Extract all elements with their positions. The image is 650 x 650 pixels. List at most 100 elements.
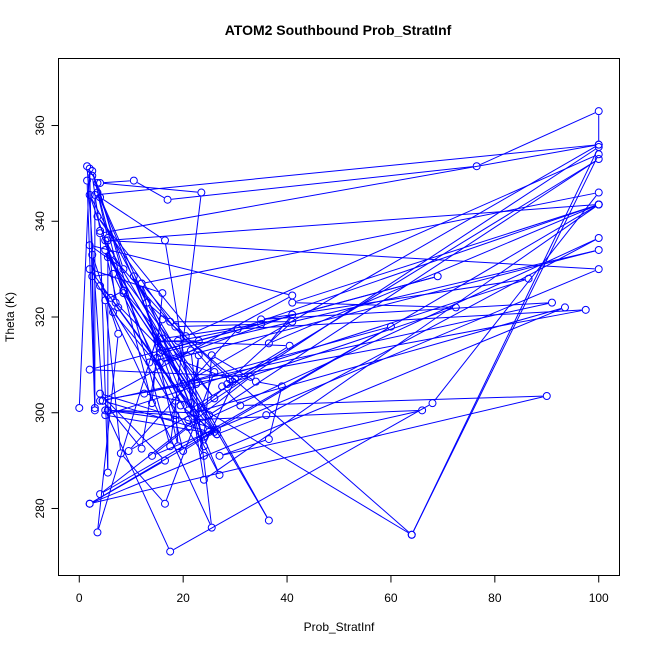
data-point [386, 322, 395, 331]
series-segment [102, 378, 248, 493]
series-segment [212, 160, 596, 414]
series-segment [103, 394, 214, 429]
series-segment [134, 279, 180, 402]
data-point [98, 396, 107, 405]
data-point [124, 447, 133, 456]
data-point [93, 188, 102, 197]
data-point [88, 171, 97, 180]
series-segment [92, 206, 596, 503]
x-tick-label: 80 [488, 591, 502, 605]
data-point [207, 351, 216, 360]
data-point [228, 377, 237, 386]
data-point [210, 368, 219, 377]
series-segment [166, 324, 258, 339]
data-point [184, 415, 193, 424]
data-point [75, 403, 84, 412]
series-segment [111, 204, 595, 241]
y-tick-label: 300 [33, 402, 47, 422]
series-segment [191, 359, 199, 400]
data-point [184, 406, 193, 415]
data-point [194, 336, 203, 345]
series-segment [171, 166, 473, 200]
data-point [236, 401, 245, 410]
series-segment [177, 328, 230, 380]
series-segment [103, 199, 162, 239]
data-point [215, 451, 224, 460]
series-segment [103, 296, 289, 400]
series-segment [103, 182, 198, 193]
data-point [218, 382, 227, 391]
series-segment [161, 340, 286, 347]
series-segment [220, 416, 263, 434]
data-point [90, 190, 99, 199]
series-segment [241, 309, 582, 330]
series-segment [190, 415, 192, 417]
data-point [176, 401, 185, 410]
series-segment [93, 308, 562, 503]
series-segment [141, 361, 158, 445]
y-axis-label: Theta (K) [3, 292, 17, 342]
data-point [418, 406, 427, 415]
series-segment [204, 409, 409, 534]
data-point [101, 236, 110, 245]
data-point [171, 322, 180, 331]
data-point [160, 236, 169, 245]
data-point [119, 286, 128, 295]
data-point [433, 272, 442, 281]
series-segment [93, 369, 247, 378]
series-segment [92, 174, 123, 266]
data-point [88, 272, 97, 281]
data-point [197, 403, 206, 412]
data-point [171, 415, 180, 424]
data-point [594, 155, 603, 164]
series-segment [123, 294, 152, 400]
series-segment [244, 395, 543, 406]
data-point [594, 234, 603, 243]
series-segment [102, 288, 109, 296]
data-point [288, 298, 297, 307]
data-point [264, 516, 273, 525]
data-point [594, 265, 603, 274]
data-point [215, 470, 224, 479]
series-segment [179, 323, 258, 327]
data-point [428, 399, 437, 408]
series-segment [112, 257, 213, 370]
x-axis: 0 20 40 60 80 100 [76, 575, 609, 605]
data-point [594, 188, 603, 197]
data-point [85, 164, 94, 173]
data-point [96, 178, 105, 187]
data-point [106, 250, 115, 259]
data-point [199, 442, 208, 451]
data-point [264, 339, 273, 348]
series-segment [104, 180, 130, 184]
data-point [257, 320, 266, 329]
series-segment [197, 308, 562, 413]
x-tick-label: 0 [76, 591, 83, 605]
data-point [163, 195, 172, 204]
data-point [103, 468, 112, 477]
data-point [96, 490, 105, 499]
x-tick-label: 100 [589, 591, 609, 605]
x-tick-label: 40 [280, 591, 294, 605]
data-point [145, 358, 154, 367]
data-point [85, 241, 94, 250]
series-segment [186, 146, 596, 383]
series-segment [92, 247, 121, 268]
series-segment [295, 205, 596, 302]
data-point [160, 499, 169, 508]
series-segment [203, 359, 212, 433]
data-point [171, 396, 180, 405]
data-point [210, 427, 219, 436]
data-point [231, 375, 240, 384]
series-segment [93, 245, 289, 295]
series-segment [232, 324, 290, 377]
data-point [158, 334, 167, 343]
series-segment [170, 196, 202, 443]
series-segment [192, 410, 419, 421]
data-point [166, 317, 175, 326]
data-point [251, 377, 260, 386]
series-layer [75, 107, 603, 556]
data-point [542, 391, 551, 400]
data-point [594, 245, 603, 254]
series-segment [413, 157, 598, 532]
